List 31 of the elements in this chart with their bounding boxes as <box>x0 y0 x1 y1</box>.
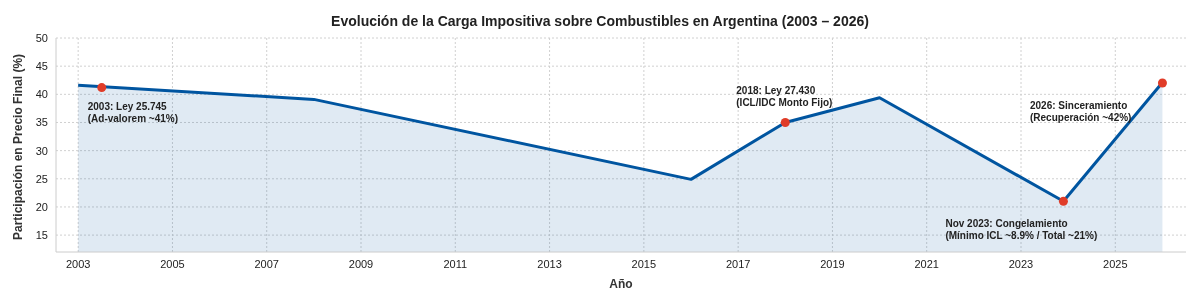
x-axis-title: Año <box>609 277 633 291</box>
y-tick-label: 35 <box>35 116 48 129</box>
x-tick-label: 2003 <box>65 257 91 270</box>
annotation: 2003: Ley 25.745 (Ad-valorem ~41%) <box>87 100 179 124</box>
x-tick-label: 2021 <box>914 257 939 270</box>
y-tick-label: 40 <box>35 88 48 101</box>
y-axis-title: Participación en Precio Final (%) <box>11 53 26 240</box>
x-tick-label: 2007 <box>254 257 279 270</box>
x-tick-label: 2025 <box>1103 257 1128 270</box>
chart-title: Evolución de la Carga Impositiva sobre Combustibles en Argentina (2003 – 2026) <box>330 12 870 31</box>
annotation: 2026: Sinceramiento (Recuperación ~42%) <box>1030 100 1132 124</box>
y-tick-label: 50 <box>35 31 48 44</box>
y-tick-label: 20 <box>35 200 48 213</box>
x-tick-label: 2019 <box>820 257 845 270</box>
y-tick-label: 45 <box>35 60 48 73</box>
y-tick-label: 30 <box>35 144 48 157</box>
x-tick-label: 2015 <box>631 257 657 270</box>
point <box>780 117 790 127</box>
point <box>97 83 107 93</box>
x-tick-label: 2023 <box>1008 257 1034 270</box>
x-tick-label: 2017 <box>725 257 751 270</box>
point <box>1058 196 1068 206</box>
y-tick-label: 25 <box>35 172 48 185</box>
x-tick-label: 2005 <box>160 257 185 270</box>
annotation: Nov 2023: Congelamiento (Mínimo ICL ~8.9% / Total ~21%) <box>945 218 1098 242</box>
annotation: 2018: Ley 27.430 (ICL/IDC Monto Fijo) <box>736 85 833 109</box>
y-tick-label: 15 <box>35 229 48 242</box>
x-tick-label: 2013 <box>537 257 562 270</box>
x-tick-label: 2011 <box>443 257 468 270</box>
point <box>1157 78 1167 88</box>
x-tick-label: 2009 <box>348 257 374 270</box>
